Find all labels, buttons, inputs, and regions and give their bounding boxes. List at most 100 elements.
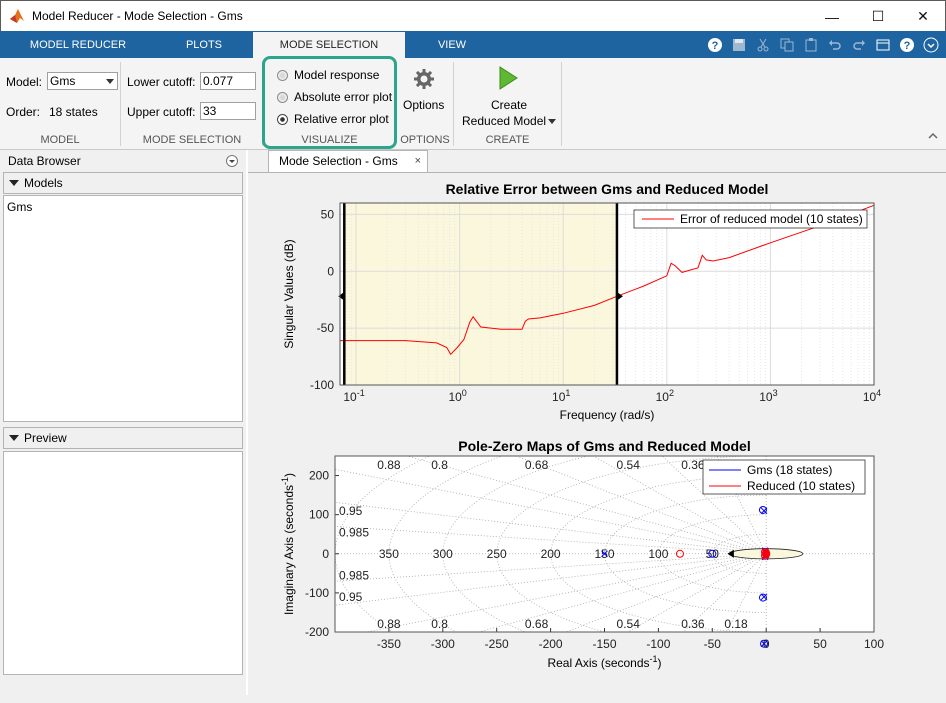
selected-band (344, 203, 617, 385)
document-area: Mode Selection - Gms × 10-1 100 101 102 103 1… (248, 150, 946, 703)
upper-cutoff-field[interactable]: 33 (200, 102, 256, 120)
group-label-mode-selection: MODE SELECTION (142, 134, 242, 146)
help-icon[interactable]: ? (704, 35, 726, 55)
preview-section-header[interactable]: Preview (3, 427, 243, 449)
order-value: 18 states (49, 105, 98, 119)
pole-zero-chart: 350 300 250 200 150 100 500.88 0.8 0.68 0.54 0.360… (280, 438, 884, 670)
damping-label: 0.985 (339, 568, 369, 582)
matlab-icon (10, 9, 24, 23)
model-dropdown-value: Gms (50, 74, 76, 88)
collapse-ribbon-icon[interactable] (928, 131, 938, 141)
maximize-button[interactable]: ☐ (871, 8, 885, 24)
series-line-error (340, 204, 875, 356)
zero-marker-reduced (762, 550, 771, 559)
damping-ray (335, 468, 767, 555)
y-axis-label: Singular Values (dB) (282, 239, 296, 348)
tab-model-reducer[interactable]: MODEL REDUCER (29, 38, 127, 51)
frequency-arc (496, 456, 767, 632)
chevron-down-icon (106, 79, 114, 84)
damping-label: 0.18 (724, 617, 748, 631)
y-tick-label: -100 (310, 378, 334, 392)
y-axis-label: Imaginary Axis (seconds-1) (280, 473, 296, 615)
legend-box (633, 209, 868, 229)
save-icon[interactable] (728, 35, 750, 55)
frequency-arc (711, 533, 767, 574)
order-label: Order: (6, 105, 41, 119)
quick-access-toolbar: ? ? (704, 34, 942, 56)
legend-label: Reduced (10 states) (747, 479, 855, 493)
frequency-arc (550, 475, 767, 632)
zero-marker-gms (758, 593, 767, 602)
x-tick-label: -250 (485, 637, 509, 651)
models-list: Gms (3, 195, 243, 422)
doc-tab-mode-selection[interactable]: Mode Selection - Gms × (268, 150, 428, 172)
radio-absolute-error-plot[interactable]: Absolute error plot (277, 90, 392, 104)
damping-ray (335, 501, 767, 555)
y-tick-label: 200 (309, 469, 329, 483)
radio-button-icon (277, 91, 288, 103)
x-axis-label: Real Axis (seconds-1) (547, 654, 661, 670)
x-tick-label: 10-1 (343, 388, 364, 404)
data-browser-title: Data Browser (8, 154, 81, 168)
visualize-highlight (262, 56, 397, 149)
radio-relative-error-plot[interactable]: Relative error plot (277, 112, 389, 126)
gear-icon (414, 69, 434, 89)
tab-plots[interactable]: PLOTS (185, 38, 223, 51)
y-tick-label: 50 (321, 207, 335, 221)
svg-text:?: ? (904, 40, 911, 52)
frequency-label: 250 (487, 547, 507, 561)
dropdown-icon[interactable] (920, 35, 942, 55)
upper-cutoff-label: Upper cutoff: (127, 105, 196, 119)
x-tick-label: -100 (646, 637, 670, 651)
tab-mode-selection[interactable]: MODE SELECTION (253, 31, 405, 58)
options-button[interactable]: Options (400, 66, 448, 126)
radio-model-response[interactable]: Model response (277, 68, 379, 82)
cutoff-arrow-icon (615, 291, 623, 302)
pole-marker-gms (760, 640, 768, 648)
tab-view[interactable]: VIEW (437, 38, 467, 51)
window-title: Model Reducer - Mode Selection - Gms (32, 9, 243, 23)
svg-text:?: ? (712, 40, 719, 52)
layout-icon[interactable] (872, 35, 894, 55)
y-tick-label: -200 (305, 625, 329, 639)
lower-cutoff-label: Lower cutoff: (127, 75, 196, 89)
x-tick-label: 101 (552, 388, 570, 404)
lower-cutoff-field[interactable]: 0.077 (200, 72, 256, 90)
model-dropdown[interactable]: Gms (47, 72, 118, 90)
minimize-button[interactable]: — (825, 8, 839, 25)
help-circle-icon[interactable]: ? (896, 35, 918, 55)
data-browser-header: Data Browser (4, 151, 242, 171)
create-button-line2: Reduced Model (462, 114, 547, 128)
close-button[interactable]: ✕ (917, 8, 929, 24)
preview-header-label: Preview (24, 431, 67, 445)
x-tick-label: 100 (448, 388, 466, 404)
copy-icon[interactable] (776, 35, 798, 55)
undo-icon[interactable] (824, 35, 846, 55)
damping-label: 0.68 (525, 617, 549, 631)
models-section-header[interactable]: Models (3, 172, 243, 194)
legend-label: Error of reduced model (10 states) (680, 212, 863, 226)
x-tick-label: 103 (759, 388, 777, 404)
cutoff-arrow-icon (338, 291, 346, 302)
x-tick-label: -300 (431, 637, 455, 651)
radio-model-response-label: Model response (294, 68, 380, 82)
legend: Gms (18 states) Reduced (10 states) (702, 459, 866, 495)
x-tick-label: -50 (704, 637, 722, 651)
zero-marker-reduced (675, 549, 684, 558)
ribbon-separator (453, 62, 454, 146)
cut-icon[interactable] (752, 35, 774, 55)
plot-pane: 10-1 100 101 102 103 104 50 0 -50 -100 Error of re… (248, 172, 946, 703)
redo-icon[interactable] (848, 35, 870, 55)
x-tick-label: -200 (539, 637, 563, 651)
paste-icon[interactable] (800, 35, 822, 55)
list-item[interactable]: Gms (7, 200, 33, 214)
panel-menu-icon[interactable] (226, 155, 238, 167)
create-reduced-model-button[interactable]: Create Reduced Model (458, 64, 558, 130)
damping-label: 0.8 (431, 617, 448, 631)
plot-border (339, 202, 875, 386)
damping-label: 0.68 (525, 458, 549, 472)
radio-button-selected-icon (277, 113, 288, 125)
close-tab-icon[interactable]: × (414, 155, 421, 167)
group-label-visualize: VISUALIZE (301, 134, 358, 146)
status-bar (0, 695, 946, 703)
